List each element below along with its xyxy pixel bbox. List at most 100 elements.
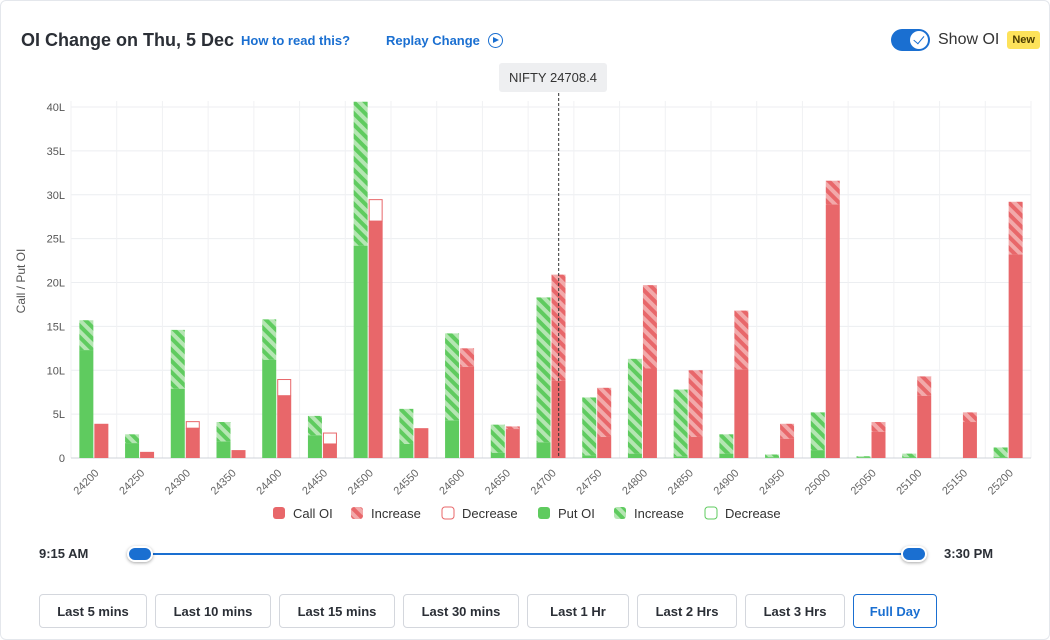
- call-oi-bar[interactable]: [185, 428, 200, 458]
- call-increase-bar[interactable]: [642, 285, 657, 369]
- put-oi-bar[interactable]: [673, 456, 688, 458]
- put-oi-bar[interactable]: [719, 453, 734, 458]
- legend-label: Put OI: [558, 506, 595, 521]
- put-oi-bar[interactable]: [582, 455, 597, 458]
- put-increase-bar[interactable]: [170, 329, 185, 389]
- put-oi-bar[interactable]: [170, 388, 185, 458]
- put-oi-bar[interactable]: [536, 442, 551, 458]
- call-decrease-bar[interactable]: [368, 199, 383, 222]
- put-increase-bar[interactable]: [262, 319, 277, 360]
- call-decrease-bar[interactable]: [277, 379, 292, 397]
- call-decrease-bar[interactable]: [185, 421, 200, 429]
- y-tick-label: 30L: [47, 190, 65, 202]
- call-oi-bar[interactable]: [734, 369, 749, 458]
- call-increase-bar[interactable]: [505, 426, 520, 430]
- call-increase-bar[interactable]: [597, 387, 612, 437]
- call-oi-bar[interactable]: [94, 423, 109, 458]
- time-slider-track[interactable]: [140, 553, 914, 555]
- show-oi-control: Show OI New: [891, 29, 1040, 51]
- x-tick-label: 24400: [254, 467, 284, 497]
- put-increase-bar[interactable]: [856, 456, 871, 458]
- call-increase-bar[interactable]: [962, 412, 977, 423]
- x-tick-label: 24600: [437, 467, 467, 497]
- put-oi-bar[interactable]: [856, 457, 871, 458]
- put-oi-bar[interactable]: [993, 457, 1008, 458]
- put-oi-bar[interactable]: [810, 450, 825, 458]
- call-oi-bar[interactable]: [871, 431, 886, 458]
- put-oi-bar[interactable]: [627, 453, 642, 458]
- slider-end-handle[interactable]: [901, 546, 927, 562]
- call-increase-bar[interactable]: [734, 310, 749, 370]
- range-button[interactable]: Last 5 mins: [39, 594, 147, 628]
- range-button[interactable]: Full Day: [853, 594, 937, 628]
- put-increase-bar[interactable]: [993, 447, 1008, 458]
- replay-change-link[interactable]: Replay Change: [386, 33, 503, 48]
- put-increase-bar[interactable]: [490, 424, 505, 453]
- slider-start-handle[interactable]: [127, 546, 153, 562]
- put-increase-bar[interactable]: [125, 434, 140, 444]
- put-oi-bar[interactable]: [262, 359, 277, 458]
- call-increase-bar[interactable]: [825, 180, 840, 205]
- call-oi-bar[interactable]: [277, 395, 292, 458]
- put-oi-bar[interactable]: [307, 435, 322, 458]
- call-oi-bar[interactable]: [460, 366, 475, 458]
- how-to-read-link[interactable]: How to read this?: [241, 33, 351, 48]
- range-button[interactable]: Last 30 mins: [403, 594, 519, 628]
- legend-label: Decrease: [725, 506, 781, 521]
- y-tick-label: 15L: [47, 321, 65, 333]
- call-oi-bar[interactable]: [597, 436, 612, 458]
- put-oi-bar[interactable]: [445, 420, 460, 458]
- put-oi-bar[interactable]: [216, 441, 231, 458]
- put-oi-bar[interactable]: [902, 457, 917, 458]
- call-increase-bar[interactable]: [551, 274, 566, 381]
- call-decrease-bar[interactable]: [322, 432, 337, 445]
- put-oi-bar[interactable]: [765, 457, 780, 458]
- put-increase-bar[interactable]: [216, 422, 231, 442]
- put-increase-bar[interactable]: [536, 297, 551, 443]
- put-oi-bar[interactable]: [125, 443, 140, 458]
- range-button[interactable]: Last 2 Hrs: [637, 594, 737, 628]
- call-oi-bar[interactable]: [140, 451, 155, 458]
- call-oi-bar[interactable]: [231, 450, 246, 458]
- call-oi-bar[interactable]: [1008, 254, 1023, 458]
- range-button[interactable]: Last 3 Hrs: [745, 594, 845, 628]
- call-oi-bar[interactable]: [322, 443, 337, 458]
- call-increase-bar[interactable]: [688, 370, 703, 437]
- call-increase-bar[interactable]: [917, 376, 932, 396]
- call-oi-bar[interactable]: [688, 436, 703, 458]
- put-increase-bar[interactable]: [79, 320, 94, 351]
- show-oi-toggle[interactable]: [891, 29, 930, 51]
- range-button[interactable]: Last 1 Hr: [527, 594, 629, 628]
- spot-price-tooltip: NIFTY 24708.4: [499, 63, 607, 92]
- put-increase-bar[interactable]: [307, 415, 322, 436]
- put-oi-bar[interactable]: [353, 245, 368, 458]
- new-badge: New: [1007, 31, 1040, 49]
- put-oi-bar[interactable]: [490, 452, 505, 458]
- range-button[interactable]: Last 10 mins: [155, 594, 271, 628]
- call-increase-bar[interactable]: [1008, 201, 1023, 255]
- put-oi-bar[interactable]: [79, 350, 94, 458]
- put-increase-bar[interactable]: [810, 412, 825, 451]
- call-increase-bar[interactable]: [780, 423, 795, 439]
- put-increase-bar[interactable]: [445, 333, 460, 421]
- put-increase-bar[interactable]: [765, 454, 780, 458]
- call-oi-bar[interactable]: [505, 429, 520, 458]
- call-increase-bar[interactable]: [871, 422, 886, 432]
- put-increase-bar[interactable]: [582, 397, 597, 456]
- put-increase-bar[interactable]: [719, 434, 734, 454]
- put-increase-bar[interactable]: [627, 358, 642, 454]
- call-oi-bar[interactable]: [780, 438, 795, 458]
- call-oi-bar[interactable]: [368, 221, 383, 458]
- call-oi-bar[interactable]: [962, 422, 977, 458]
- put-increase-bar[interactable]: [673, 389, 688, 457]
- call-oi-bar[interactable]: [825, 204, 840, 458]
- put-increase-bar[interactable]: [353, 101, 368, 246]
- call-oi-bar[interactable]: [642, 368, 657, 458]
- call-increase-bar[interactable]: [460, 348, 475, 367]
- call-oi-bar[interactable]: [414, 428, 429, 458]
- range-button[interactable]: Last 15 mins: [279, 594, 395, 628]
- put-oi-bar[interactable]: [399, 443, 414, 458]
- put-increase-bar[interactable]: [902, 453, 917, 458]
- call-oi-bar[interactable]: [917, 395, 932, 458]
- put-increase-bar[interactable]: [399, 408, 414, 444]
